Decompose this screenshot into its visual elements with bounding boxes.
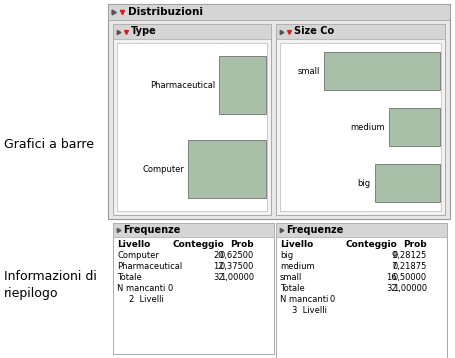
Text: Prob: Prob bbox=[230, 240, 254, 249]
Bar bbox=[280, 43, 441, 211]
Text: 0: 0 bbox=[167, 284, 172, 293]
Text: Size Co: Size Co bbox=[294, 26, 334, 37]
Text: Prob: Prob bbox=[404, 240, 427, 249]
Text: 12: 12 bbox=[213, 262, 224, 271]
Text: big: big bbox=[358, 179, 371, 188]
Bar bbox=[188, 140, 266, 198]
Text: N mancanti: N mancanti bbox=[117, 284, 165, 293]
Text: small: small bbox=[298, 67, 320, 76]
Text: Grafici a barre: Grafici a barre bbox=[4, 139, 94, 151]
Text: medium: medium bbox=[351, 122, 385, 131]
Text: 1,00000: 1,00000 bbox=[220, 273, 254, 282]
Bar bbox=[324, 52, 440, 90]
Text: 32: 32 bbox=[386, 284, 397, 293]
Bar bbox=[113, 24, 271, 215]
Text: 16: 16 bbox=[386, 273, 397, 282]
Text: Computer: Computer bbox=[117, 251, 159, 260]
Text: 3  Livelli: 3 Livelli bbox=[292, 306, 327, 315]
Bar bbox=[276, 223, 447, 358]
Text: Type: Type bbox=[131, 26, 157, 37]
Text: Frequenze: Frequenze bbox=[123, 225, 180, 235]
Bar bbox=[113, 223, 274, 354]
Text: N mancanti: N mancanti bbox=[280, 295, 329, 304]
Text: medium: medium bbox=[280, 262, 314, 271]
Text: Conteggio: Conteggio bbox=[172, 240, 224, 249]
Text: 0,50000: 0,50000 bbox=[393, 273, 427, 282]
Bar bbox=[276, 223, 447, 237]
Text: Informazioni di
riepilogo: Informazioni di riepilogo bbox=[4, 270, 97, 300]
Text: small: small bbox=[280, 273, 303, 282]
Text: Pharmaceutical: Pharmaceutical bbox=[150, 81, 215, 90]
Text: Livello: Livello bbox=[117, 240, 150, 249]
Text: Frequenze: Frequenze bbox=[286, 225, 344, 235]
Bar bbox=[108, 4, 450, 219]
Text: Totale: Totale bbox=[117, 273, 142, 282]
Bar bbox=[389, 108, 440, 146]
Text: 20: 20 bbox=[213, 251, 224, 260]
Text: 1,00000: 1,00000 bbox=[393, 284, 427, 293]
Text: Computer: Computer bbox=[142, 164, 184, 174]
Text: 32: 32 bbox=[213, 273, 224, 282]
Text: Livello: Livello bbox=[280, 240, 313, 249]
Bar bbox=[113, 223, 274, 237]
Text: Distribuzioni: Distribuzioni bbox=[128, 7, 203, 17]
Text: Pharmaceutical: Pharmaceutical bbox=[117, 262, 182, 271]
Text: 0,28125: 0,28125 bbox=[393, 251, 427, 260]
Text: 0,62500: 0,62500 bbox=[220, 251, 254, 260]
Bar bbox=[117, 43, 267, 211]
Text: 7: 7 bbox=[392, 262, 397, 271]
Text: Totale: Totale bbox=[280, 284, 305, 293]
Bar bbox=[276, 24, 445, 215]
Bar bbox=[108, 4, 450, 20]
Bar bbox=[113, 24, 271, 39]
Bar bbox=[375, 164, 440, 202]
Text: big: big bbox=[280, 251, 293, 260]
Bar bbox=[219, 55, 266, 115]
Text: 2  Livelli: 2 Livelli bbox=[129, 295, 164, 304]
Bar bbox=[276, 24, 445, 39]
Text: 0: 0 bbox=[330, 295, 335, 304]
Text: 0,21875: 0,21875 bbox=[393, 262, 427, 271]
Text: 0,37500: 0,37500 bbox=[220, 262, 254, 271]
Text: 9: 9 bbox=[392, 251, 397, 260]
Text: Conteggio: Conteggio bbox=[345, 240, 397, 249]
